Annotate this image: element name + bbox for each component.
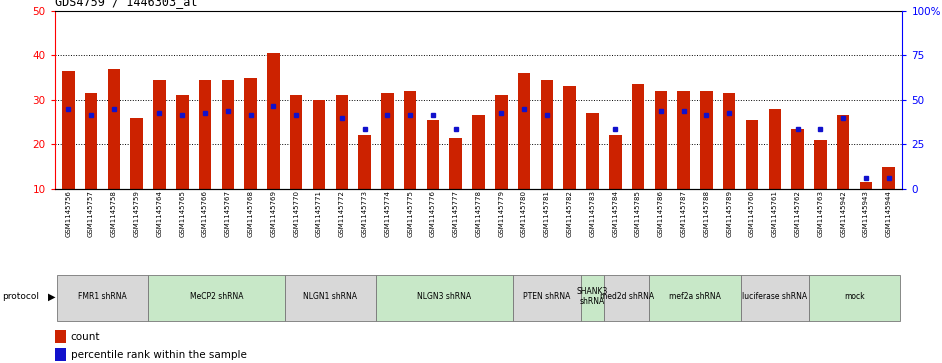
Text: mef2a shRNA: mef2a shRNA — [669, 292, 721, 301]
Bar — [55, 330, 66, 343]
Text: count: count — [71, 332, 100, 342]
Bar — [62, 71, 74, 189]
Bar — [649, 275, 740, 321]
Text: protocol: protocol — [2, 292, 39, 301]
Bar — [791, 129, 804, 189]
Bar — [268, 53, 280, 189]
Text: med2d shRNA: med2d shRNA — [600, 292, 654, 301]
Bar — [883, 167, 895, 189]
Bar — [563, 86, 576, 189]
Text: NLGN3 shRNA: NLGN3 shRNA — [417, 292, 471, 301]
Text: luciferase shRNA: luciferase shRNA — [742, 292, 807, 301]
Bar — [836, 115, 850, 189]
Bar — [814, 140, 827, 189]
Bar — [746, 120, 758, 189]
Bar — [290, 95, 302, 189]
Bar — [284, 275, 376, 321]
Bar — [55, 348, 66, 361]
Bar — [335, 95, 348, 189]
Bar — [154, 80, 166, 189]
Text: MeCP2 shRNA: MeCP2 shRNA — [189, 292, 243, 301]
Bar — [148, 275, 284, 321]
Bar — [107, 69, 121, 189]
Bar — [860, 182, 872, 189]
Bar — [472, 115, 485, 189]
Bar — [376, 275, 512, 321]
Bar — [57, 275, 148, 321]
Bar — [199, 80, 211, 189]
Bar — [581, 275, 604, 321]
Bar — [769, 109, 781, 189]
Bar — [404, 91, 416, 189]
Bar — [809, 275, 901, 321]
Bar — [740, 275, 809, 321]
Bar — [85, 93, 97, 189]
Text: GDS4759 / 1446303_at: GDS4759 / 1446303_at — [55, 0, 197, 8]
Text: percentile rank within the sample: percentile rank within the sample — [71, 350, 247, 360]
Text: NLGN1 shRNA: NLGN1 shRNA — [303, 292, 357, 301]
Text: FMR1 shRNA: FMR1 shRNA — [78, 292, 127, 301]
Bar — [723, 93, 736, 189]
Text: ▶: ▶ — [48, 291, 55, 302]
Bar — [244, 78, 257, 189]
Bar — [586, 113, 599, 189]
Bar — [677, 91, 690, 189]
Bar — [382, 93, 394, 189]
Bar — [700, 91, 713, 189]
Bar — [313, 100, 325, 189]
Text: PTEN shRNA: PTEN shRNA — [523, 292, 571, 301]
Bar — [512, 275, 581, 321]
Bar — [518, 73, 530, 189]
Text: mock: mock — [844, 292, 865, 301]
Bar — [632, 84, 644, 189]
Bar — [427, 120, 439, 189]
Bar — [221, 80, 235, 189]
Bar — [655, 91, 667, 189]
Bar — [176, 95, 188, 189]
Bar — [609, 135, 622, 189]
Bar — [541, 80, 553, 189]
Bar — [130, 118, 143, 189]
Bar — [604, 275, 649, 321]
Bar — [495, 95, 508, 189]
Bar — [449, 138, 462, 189]
Bar — [358, 135, 371, 189]
Text: SHANK3
shRNA: SHANK3 shRNA — [577, 287, 609, 306]
